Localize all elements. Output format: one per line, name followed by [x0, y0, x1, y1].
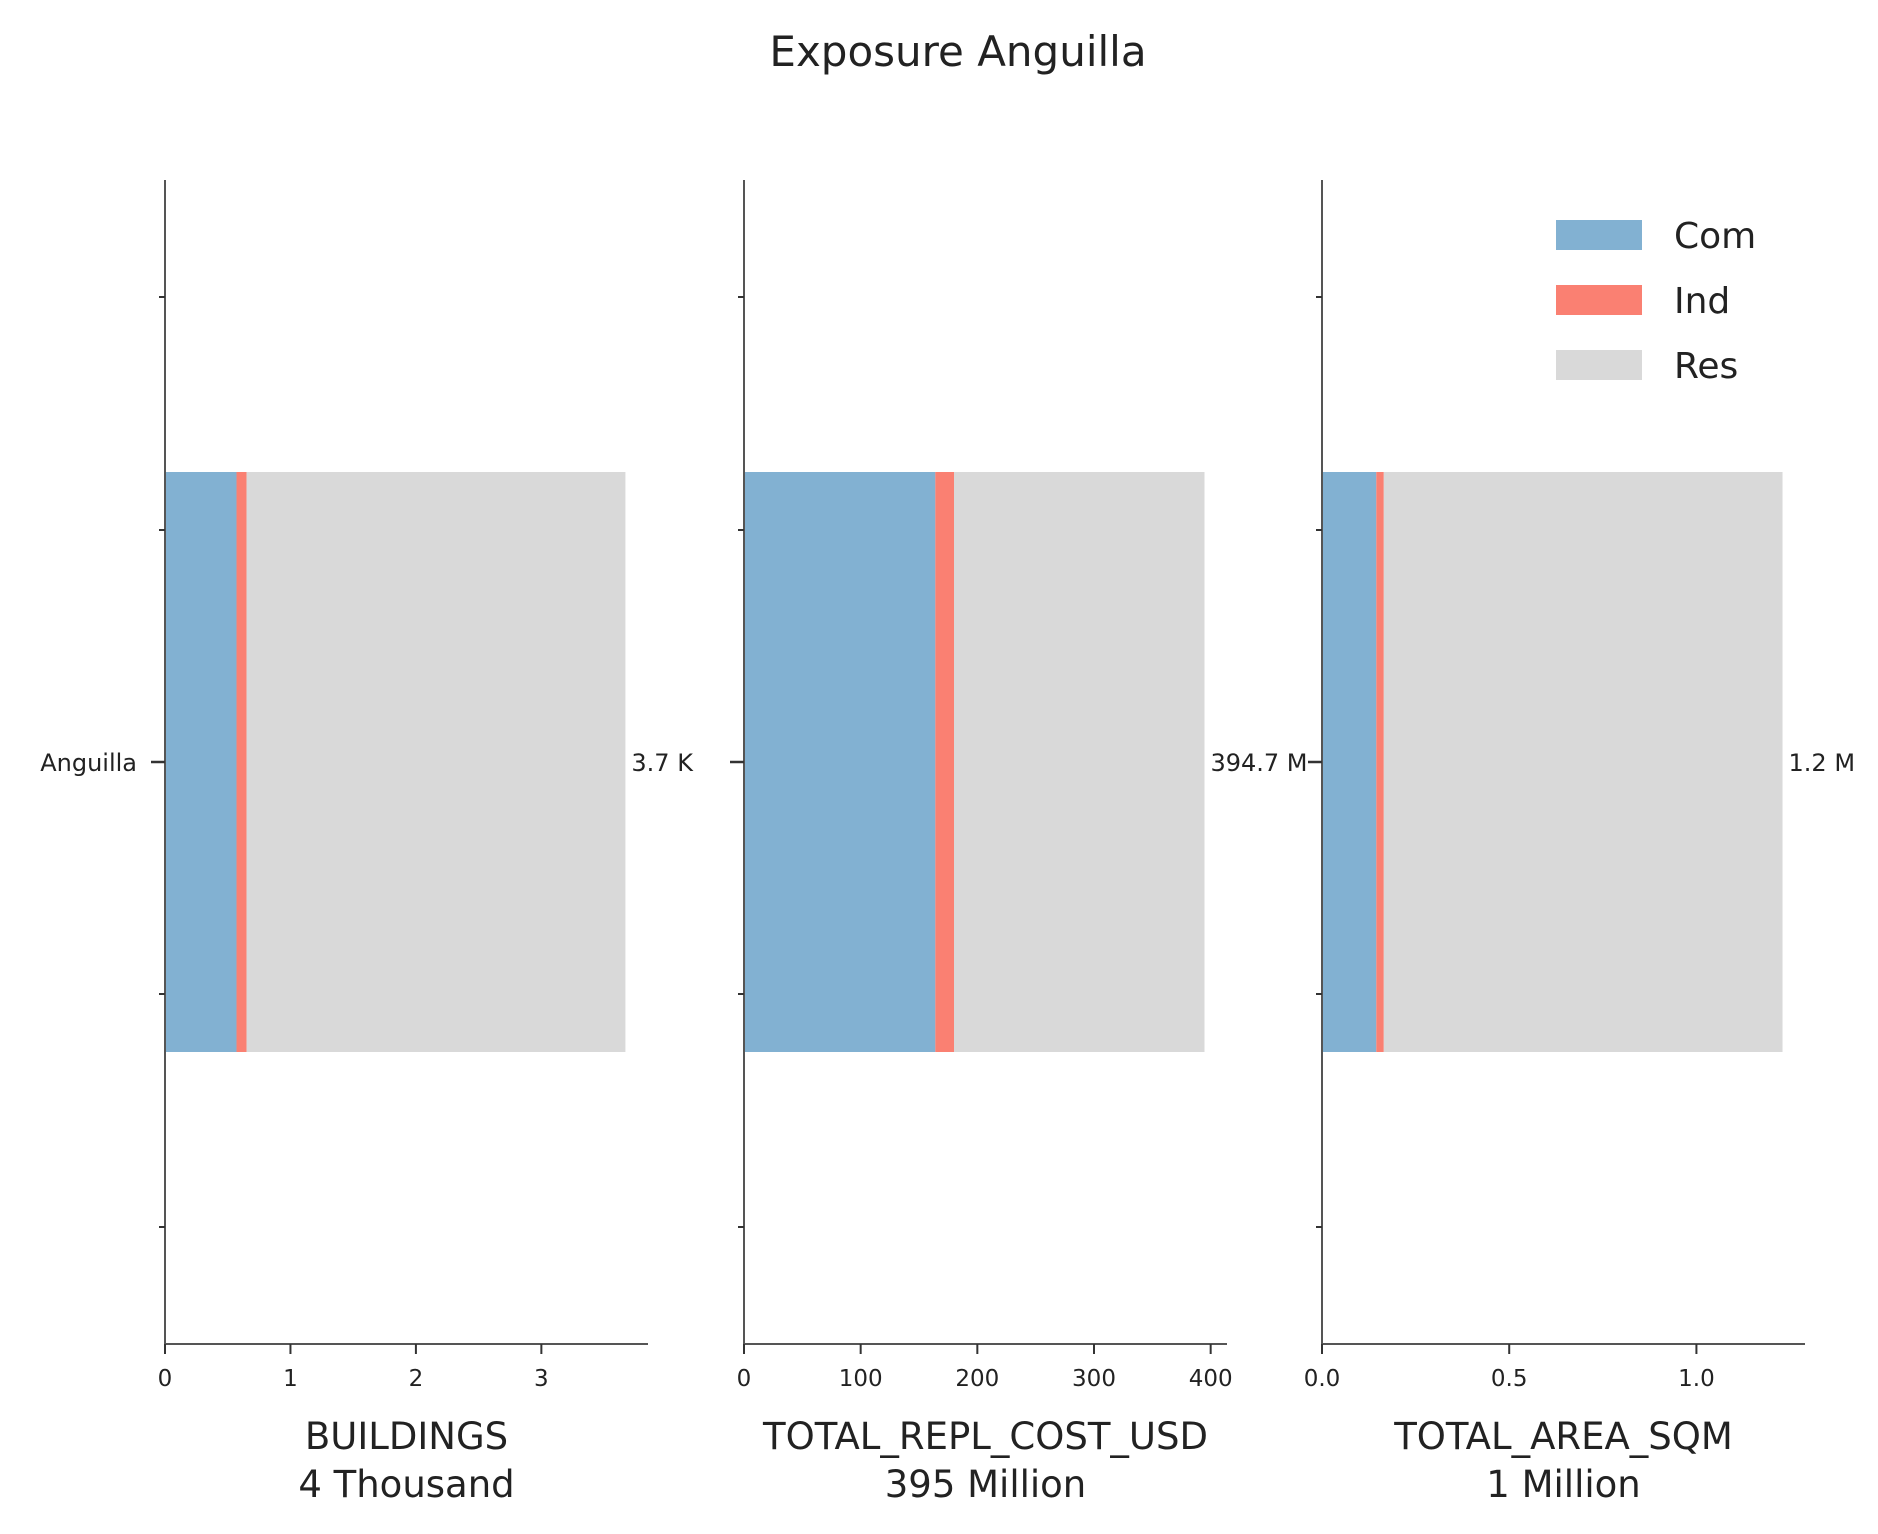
x-axis-label: TOTAL_REPL_COST_USD: [762, 1415, 1208, 1458]
bar-segment-com: [744, 472, 936, 1052]
legend-swatch-res: [1556, 350, 1642, 380]
chart-title: Exposure Anguilla: [769, 27, 1146, 76]
bar-segment-com: [165, 472, 237, 1052]
x-tick-label: 0: [737, 1366, 752, 1392]
x-tick-label: 0.0: [1304, 1366, 1341, 1392]
legend-label-com: Com: [1674, 216, 1756, 257]
bar-segment-ind: [935, 472, 954, 1052]
x-tick-label: 1.0: [1678, 1366, 1715, 1392]
chart-panels: 3.7 K Anguilla 0 1 2 3 BUILDINGS 4 Thousand 394.…: [40, 180, 1855, 1506]
x-tick-label: 200: [955, 1366, 999, 1392]
legend-swatch-com: [1556, 220, 1642, 250]
bar-segment-res: [1383, 472, 1783, 1052]
x-tick-label: 0.5: [1491, 1366, 1528, 1392]
panel-3: 1.2 M 0.0 0.5 1.0 TOTAL_AREA_SQM 1 Million: [1304, 180, 1855, 1506]
legend-label-res: Res: [1674, 346, 1738, 387]
bar-segment-res: [246, 472, 626, 1052]
panel-1: 3.7 K Anguilla 0 1 2 3 BUILDINGS 4 Thousand: [40, 180, 694, 1506]
x-axis-label: BUILDINGS: [305, 1415, 508, 1458]
total-label: 3.7 K: [631, 749, 694, 777]
bar-segment-res: [954, 472, 1205, 1052]
x-tick-label: 1: [283, 1366, 298, 1392]
bar-segment-ind: [1376, 472, 1384, 1052]
bar-segment-com: [1322, 472, 1377, 1052]
panel-2: 394.7 M 0 100 200 300 400 TOTAL_REPL_COST_USD 3…: [730, 180, 1308, 1506]
x-tick-label: 400: [1189, 1366, 1233, 1392]
x-tick-label: 2: [409, 1366, 424, 1392]
x-tick-label: 300: [1072, 1366, 1116, 1392]
legend: Com Ind Res: [1556, 216, 1756, 387]
x-tick-label: 3: [534, 1366, 549, 1392]
x-tick-label: 0: [158, 1366, 173, 1392]
x-axis-sublabel: 1 Million: [1486, 1463, 1640, 1506]
total-label: 1.2 M: [1789, 749, 1856, 777]
x-axis-sublabel: 4 Thousand: [298, 1463, 514, 1506]
x-axis-sublabel: 395 Million: [885, 1463, 1087, 1506]
x-axis-label: TOTAL_AREA_SQM: [1393, 1415, 1733, 1458]
total-label: 394.7 M: [1210, 749, 1307, 777]
category-label: Anguilla: [40, 749, 137, 777]
bar-segment-ind: [236, 472, 247, 1052]
x-tick-label: 100: [839, 1366, 883, 1392]
legend-label-ind: Ind: [1674, 281, 1730, 322]
legend-swatch-ind: [1556, 285, 1642, 315]
